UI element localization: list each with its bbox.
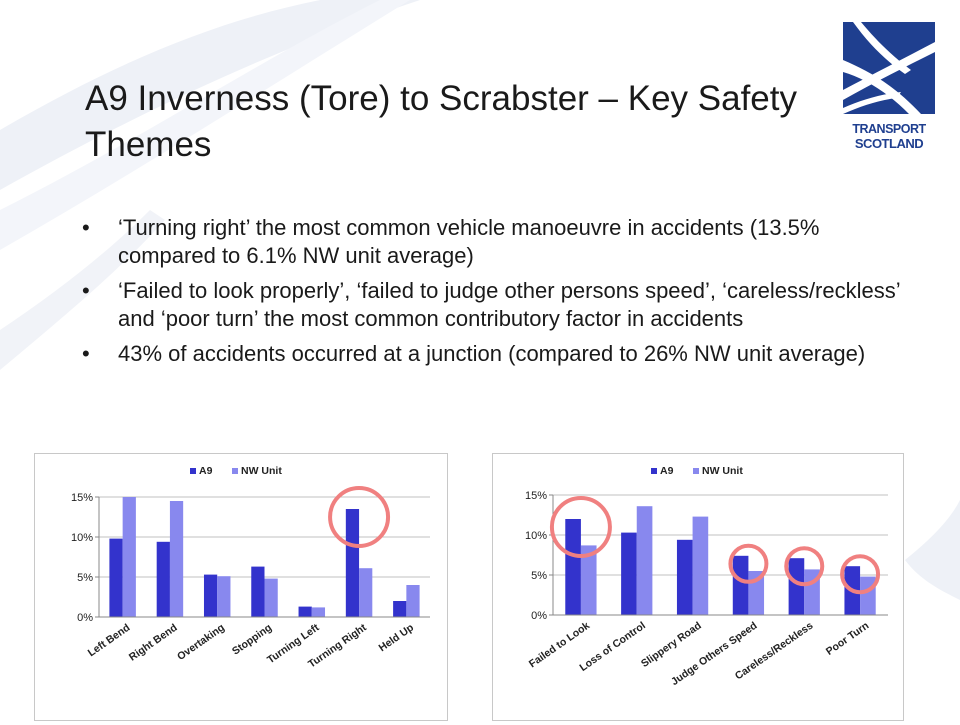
y-tick-label: 0%: [77, 612, 93, 624]
y-tick-label: 15%: [71, 492, 93, 504]
bullet-text: ‘Failed to look properly’, ‘failed to ju…: [118, 278, 900, 331]
bar-nw-unit: [217, 576, 231, 617]
legend-swatch: [190, 468, 196, 474]
bar-nw-unit: [264, 578, 278, 617]
manoeuvre-chart-panel: 0% 5% 10% 15% A9 NW Unit Left Bend Right Bend Ov…: [34, 453, 448, 721]
bullet-symbol: •: [82, 278, 90, 303]
bullet-text: ‘Turning right’ the most common vehicle …: [118, 215, 820, 268]
logo-text-scotland: SCOTLAND: [854, 136, 924, 151]
bullet-item: • 43% of accidents occurred at a junctio…: [82, 340, 912, 368]
y-tick-label: 15%: [525, 490, 547, 502]
legend-label: A9: [660, 465, 674, 477]
highlight-circle: [549, 496, 612, 558]
legend-label: A9: [199, 465, 213, 477]
slide-title: A9 Inverness (Tore) to Scrabster – Key S…: [85, 79, 797, 164]
category-label: Left Bend: [86, 622, 133, 660]
highlight-circle: [840, 554, 881, 595]
bar-nw-unit: [692, 516, 709, 615]
bullet-text: 43% of accidents occurred at a junction …: [118, 341, 866, 366]
highlight-circle: [784, 546, 825, 587]
bar-a9: [109, 538, 123, 617]
bar-a9: [203, 574, 218, 617]
highlight-circle: [728, 543, 769, 584]
bullet-item: • ‘Failed to look properly’, ‘failed to …: [82, 277, 912, 332]
bar-a9: [251, 566, 265, 617]
legend-swatch: [651, 468, 657, 474]
bar-a9: [676, 539, 693, 615]
bar-a9: [345, 509, 360, 617]
bar-nw-unit: [122, 497, 136, 617]
y-tick-label: 10%: [71, 532, 93, 544]
transport-scotland-logo: [843, 22, 935, 114]
bar-a9: [565, 519, 581, 615]
bar-nw-unit: [580, 545, 597, 615]
category-label: Held Up: [377, 622, 416, 655]
y-tick-label: 5%: [531, 570, 547, 582]
bar-nw-unit: [311, 607, 326, 617]
bar-a9: [732, 555, 749, 615]
bar-nw-unit: [169, 501, 184, 617]
category-label: Stopping: [230, 622, 274, 658]
y-tick-label: 5%: [77, 572, 93, 584]
bullet-symbol: •: [82, 215, 90, 240]
bullet-item: • ‘Turning right’ the most common vehicl…: [82, 214, 912, 269]
legend-swatch: [693, 468, 699, 474]
category-label: Right Bend: [127, 622, 180, 664]
y-tick-label: 0%: [531, 610, 547, 622]
legend-label: NW Unit: [702, 465, 743, 477]
bar-nw-unit: [636, 506, 653, 615]
bar-a9: [298, 606, 312, 617]
category-label: Poor Turn: [824, 620, 871, 658]
contributory-factor-chart-panel: 0% 5% 10% 15% A9 NW Unit Failed to Look Loss of…: [492, 453, 904, 721]
highlight-circle: [328, 486, 391, 548]
bar-a9: [393, 601, 407, 617]
legend-label: NW Unit: [241, 465, 282, 477]
bar-a9: [156, 541, 170, 617]
legend-swatch: [232, 468, 238, 474]
bar-nw-unit: [860, 576, 876, 615]
y-tick-label: 10%: [525, 530, 547, 542]
bar-nw-unit: [359, 568, 373, 617]
bar-nw-unit: [406, 585, 420, 617]
bullet-symbol: •: [82, 341, 90, 366]
category-label: Overtaking: [175, 622, 227, 663]
bullet-list: • ‘Turning right’ the most common vehicl…: [82, 214, 912, 376]
bar-a9: [621, 532, 637, 615]
logo-text-transport: TRANSPORT: [852, 122, 926, 136]
bar-a9: [788, 558, 805, 615]
